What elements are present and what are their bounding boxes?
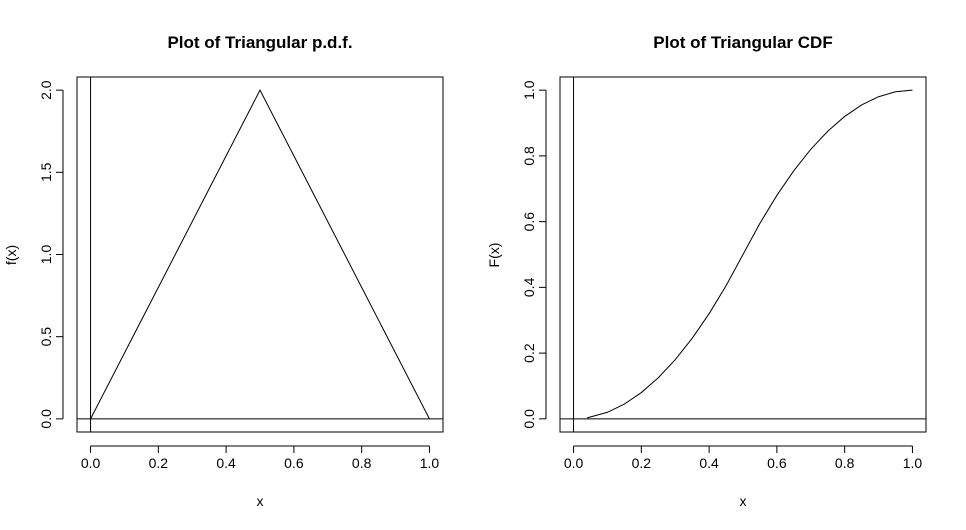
pdf-y-tick-label: 1.5 bbox=[38, 162, 54, 182]
pdf-x-tick-label: 0.0 bbox=[81, 455, 101, 471]
pdf-y-tick-label: 0.5 bbox=[38, 327, 54, 347]
pdf-x-tick-label: 1.0 bbox=[420, 455, 440, 471]
cdf-y-tick-label: 0.4 bbox=[521, 277, 537, 297]
cdf-x-tick-label: 0.4 bbox=[699, 455, 719, 471]
cdf-y-tick-label: 1.0 bbox=[521, 80, 537, 100]
pdf-x-tick-label: 0.6 bbox=[284, 455, 304, 471]
cdf-chart-panel: Plot of Triangular CDF x F(x) 0.0 0.2 0.4 0… bbox=[486, 33, 927, 509]
pdf-series-line bbox=[90, 89, 430, 420]
pdf-x-axis-label: x bbox=[257, 493, 264, 509]
pdf-series-group bbox=[90, 89, 430, 420]
cdf-x-tick-label: 0.0 bbox=[564, 455, 584, 471]
cdf-y-axis: 0.0 0.2 0.4 0.6 0.8 1.0 bbox=[521, 80, 547, 429]
cdf-chart-title: Plot of Triangular CDF bbox=[653, 33, 832, 52]
cdf-y-tick-label: 0.2 bbox=[521, 343, 537, 363]
pdf-x-axis: 0.0 0.2 0.4 0.6 0.8 1.0 bbox=[81, 445, 440, 471]
cdf-x-tick-label: 1.0 bbox=[903, 455, 923, 471]
pdf-chart-title: Plot of Triangular p.d.f. bbox=[167, 33, 352, 52]
cdf-y-tick-label: 0.8 bbox=[521, 146, 537, 166]
pdf-x-tick-label: 0.2 bbox=[149, 455, 169, 471]
pdf-chart-panel: Plot of Triangular p.d.f. x f(x) 0.0 0.2 0… bbox=[3, 33, 444, 509]
pdf-y-axis: 0.0 0.5 1.0 1.5 2.0 bbox=[38, 80, 64, 429]
pdf-x-tick-label: 0.4 bbox=[216, 455, 236, 471]
cdf-reference-lines bbox=[560, 77, 926, 432]
pdf-y-tick-label: 0.0 bbox=[38, 409, 54, 429]
cdf-series-group bbox=[586, 89, 913, 419]
pdf-y-tick-label: 1.0 bbox=[38, 245, 54, 265]
cdf-x-tick-label: 0.8 bbox=[835, 455, 855, 471]
cdf-x-tick-label: 0.6 bbox=[767, 455, 787, 471]
pdf-x-tick-label: 0.8 bbox=[352, 455, 372, 471]
pdf-y-tick-label: 2.0 bbox=[38, 80, 54, 100]
cdf-x-tick-label: 0.2 bbox=[632, 455, 652, 471]
pdf-reference-lines bbox=[77, 77, 443, 432]
cdf-plot-frame bbox=[559, 76, 927, 433]
pdf-y-axis-label: f(x) bbox=[3, 245, 19, 265]
cdf-y-tick-label: 0.6 bbox=[521, 212, 537, 232]
cdf-y-axis-label: F(x) bbox=[486, 243, 502, 268]
cdf-series-line bbox=[586, 89, 913, 419]
cdf-x-axis: 0.0 0.2 0.4 0.6 0.8 1.0 bbox=[564, 445, 923, 471]
pdf-plot-frame bbox=[76, 76, 444, 433]
cdf-x-axis-label: x bbox=[740, 493, 747, 509]
cdf-y-tick-label: 0.0 bbox=[521, 409, 537, 429]
